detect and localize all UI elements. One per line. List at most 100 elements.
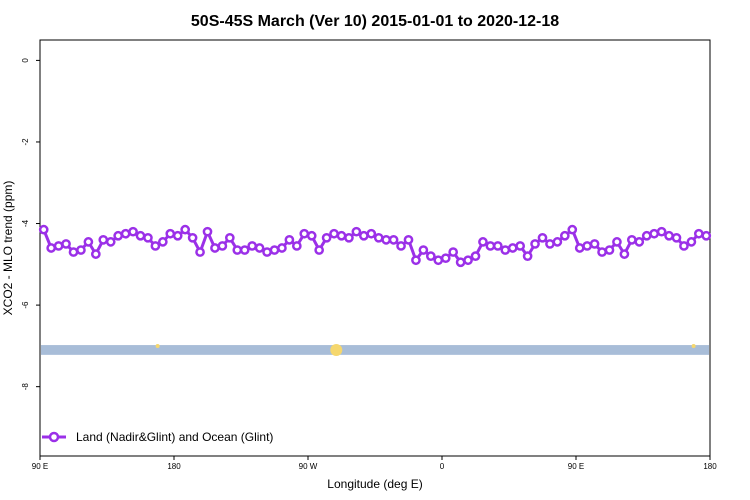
data-point (202, 226, 213, 237)
data-point (619, 249, 630, 259)
data-point (239, 245, 250, 255)
data-point (76, 245, 86, 255)
data-point (210, 243, 220, 253)
y-axis: 0 -2 -4 -6 -8 (21, 58, 40, 391)
series-layer (38, 224, 712, 268)
data-point (120, 228, 131, 239)
x-tick-label: 90 E (32, 462, 48, 471)
data-point (396, 241, 406, 251)
data-point (671, 232, 682, 243)
data-point (269, 245, 280, 255)
legend-label: Land (Nadir&Glint) and Ocean (Glint) (76, 430, 273, 444)
data-point (492, 241, 503, 251)
x-axis: 90 E 180 90 W 0 90 E 180 (32, 456, 717, 471)
data-point (582, 241, 593, 251)
data-point (38, 224, 49, 235)
data-point (656, 226, 667, 237)
data-point (701, 230, 712, 241)
data-point (143, 232, 153, 243)
data-point (522, 251, 533, 262)
data-point (195, 247, 205, 257)
data-point (515, 241, 526, 251)
data-point (358, 230, 369, 241)
data-point (165, 228, 176, 239)
data-point (254, 243, 265, 253)
data-point (455, 257, 466, 268)
data-point (150, 241, 161, 251)
data-point (433, 255, 444, 266)
data-point (418, 245, 429, 255)
data-point (291, 241, 302, 251)
data-point (83, 237, 94, 247)
band-layer (41, 343, 709, 356)
x-tick-label: 90 W (299, 462, 318, 471)
data-point (98, 234, 109, 245)
y-tick-label: -4 (21, 219, 30, 227)
data-point (128, 226, 138, 237)
y-tick-label: 0 (21, 58, 30, 63)
band-marker (155, 343, 160, 348)
data-point (329, 228, 339, 239)
data-point (217, 241, 228, 251)
data-point (559, 230, 570, 241)
data-point (373, 232, 384, 243)
chart-title: 50S-45S March (Ver 10) 2015-01-01 to 202… (191, 13, 559, 30)
data-point (336, 230, 347, 241)
x-tick-label: 90 E (568, 462, 584, 471)
data-point (224, 232, 235, 243)
data-point (574, 243, 585, 253)
data-point (597, 247, 607, 257)
data-point (485, 241, 496, 251)
data-point (507, 243, 518, 253)
data-point (61, 239, 71, 249)
data-point (686, 237, 697, 247)
data-point (284, 234, 295, 245)
data-point (448, 247, 459, 257)
data-point (187, 232, 198, 243)
x-tick-label: 0 (440, 462, 445, 471)
y-tick-label: -2 (21, 138, 30, 146)
data-point (589, 239, 600, 249)
data-point (411, 255, 421, 266)
data-point (351, 226, 362, 237)
data-point (232, 245, 243, 255)
data-point (552, 237, 563, 247)
data-point (626, 234, 637, 245)
data-point (530, 239, 540, 249)
data-point (113, 230, 124, 241)
data-point (90, 249, 101, 259)
y-tick-label: -8 (21, 383, 30, 391)
data-point (366, 228, 377, 239)
data-point (478, 237, 488, 247)
data-point (299, 228, 310, 239)
data-point (425, 251, 436, 262)
legend-marker (48, 431, 60, 443)
band-marker (330, 343, 343, 356)
data-point (440, 253, 451, 264)
data-point (46, 243, 57, 253)
y-axis-label: XCO2 - MLO trend (ppm) (1, 181, 15, 316)
data-point (321, 232, 332, 243)
data-point (500, 245, 511, 255)
data-point (649, 228, 660, 239)
data-point (604, 245, 615, 255)
data-point (247, 241, 258, 251)
data-point (157, 237, 168, 247)
data-point (641, 230, 652, 241)
data-point (180, 224, 191, 235)
data-point (172, 230, 183, 241)
data-point (537, 232, 548, 243)
data-point (545, 239, 555, 249)
data-point (344, 232, 354, 243)
band (41, 345, 709, 355)
data-point (403, 234, 414, 245)
legend: Land (Nadir&Glint) and Ocean (Glint) (42, 430, 273, 444)
data-point (388, 234, 399, 245)
data-point (135, 230, 146, 241)
data-point (53, 241, 64, 251)
data-point (105, 237, 116, 247)
band-marker (691, 343, 696, 348)
data-point (262, 247, 272, 257)
x-axis-label: Longitude (deg E) (327, 477, 422, 491)
x-tick-label: 180 (167, 462, 181, 471)
